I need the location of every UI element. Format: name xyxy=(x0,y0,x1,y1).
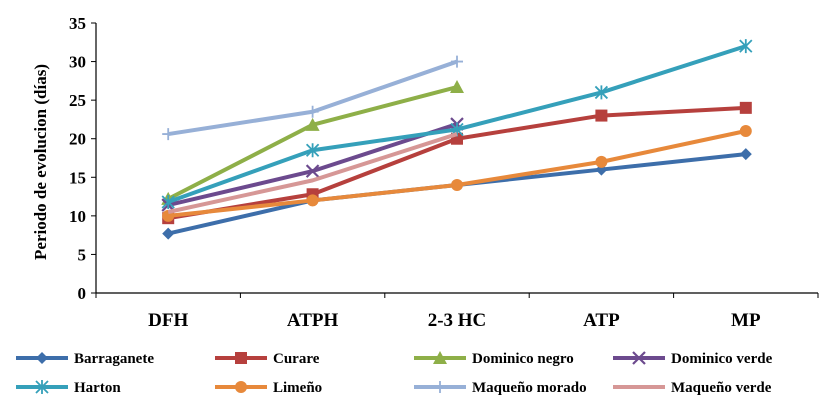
legend-item: Maqueño verde xyxy=(613,380,772,396)
legend-label: Barraganete xyxy=(74,351,154,367)
series-harton xyxy=(161,39,753,209)
legend-item: Limeño xyxy=(215,380,322,396)
data-point xyxy=(235,381,247,393)
y-tick-label: 35 xyxy=(69,14,86,33)
data-point xyxy=(305,117,320,131)
data-point xyxy=(451,179,463,191)
y-tick-label: 10 xyxy=(69,207,86,226)
y-tick-label: 30 xyxy=(69,53,86,72)
data-point xyxy=(306,194,319,207)
y-tick-label: 5 xyxy=(78,245,87,264)
legend-item: Harton xyxy=(16,380,121,396)
legend-label: Maqueño verde xyxy=(671,380,772,396)
legend-label: Dominico negro xyxy=(472,351,574,367)
legend-item: Curare xyxy=(215,351,320,367)
data-point xyxy=(235,352,247,364)
x-axis-ticks: DFH ATPH 2-3 HC ATP MP xyxy=(95,293,819,331)
data-point xyxy=(306,105,319,118)
y-tick-label: 25 xyxy=(69,91,86,110)
data-point xyxy=(739,148,752,161)
y-tick-label: 15 xyxy=(69,168,86,187)
data-point xyxy=(35,380,49,394)
data-point xyxy=(739,101,752,114)
legend-item: Dominico verde xyxy=(613,351,773,367)
series-line xyxy=(167,132,458,214)
legend: Barraganete Curare Dominico negro Dominico … xyxy=(16,351,773,396)
series-layer xyxy=(161,39,753,240)
data-point xyxy=(161,194,175,209)
data-point xyxy=(451,55,463,68)
series-maqueño-verde xyxy=(167,132,458,214)
legend-label: Harton xyxy=(74,380,121,396)
data-point xyxy=(36,352,48,364)
x-tick-label: ATPH xyxy=(287,310,339,331)
x-tick-label: 2-3 HC xyxy=(428,310,487,331)
data-point xyxy=(305,143,320,158)
y-tick-label: 20 xyxy=(69,130,86,149)
data-point xyxy=(739,39,753,54)
data-point xyxy=(595,109,608,122)
x-tick-label: DFH xyxy=(148,310,188,331)
data-point xyxy=(434,381,446,393)
legend-label: Dominico verde xyxy=(671,351,773,367)
legend-item: Dominico negro xyxy=(414,351,574,367)
data-point xyxy=(594,85,609,100)
data-point xyxy=(162,128,175,141)
data-point xyxy=(595,155,608,168)
data-point xyxy=(450,80,464,94)
x-tick-label: MP xyxy=(731,310,761,331)
x-tick-label: ATP xyxy=(583,310,620,331)
axes xyxy=(95,23,818,294)
legend-item: Barraganete xyxy=(16,351,154,367)
y-axis-title: Periodo de evolucion (días) xyxy=(31,64,50,260)
legend-item: Maqueño morado xyxy=(414,380,587,396)
data-point xyxy=(162,227,175,240)
series-maqueño-morado xyxy=(162,55,463,141)
y-axis-ticks: 0 5 10 15 20 25 30 35 xyxy=(69,14,96,303)
data-point xyxy=(305,164,320,178)
data-point xyxy=(739,125,752,137)
data-point xyxy=(632,351,646,365)
legend-label: Maqueño morado xyxy=(472,380,587,396)
series-limeño xyxy=(162,125,752,222)
legend-label: Curare xyxy=(273,351,320,367)
legend-label: Limeño xyxy=(273,380,322,396)
data-point xyxy=(433,351,447,364)
y-tick-label: 0 xyxy=(78,284,87,303)
